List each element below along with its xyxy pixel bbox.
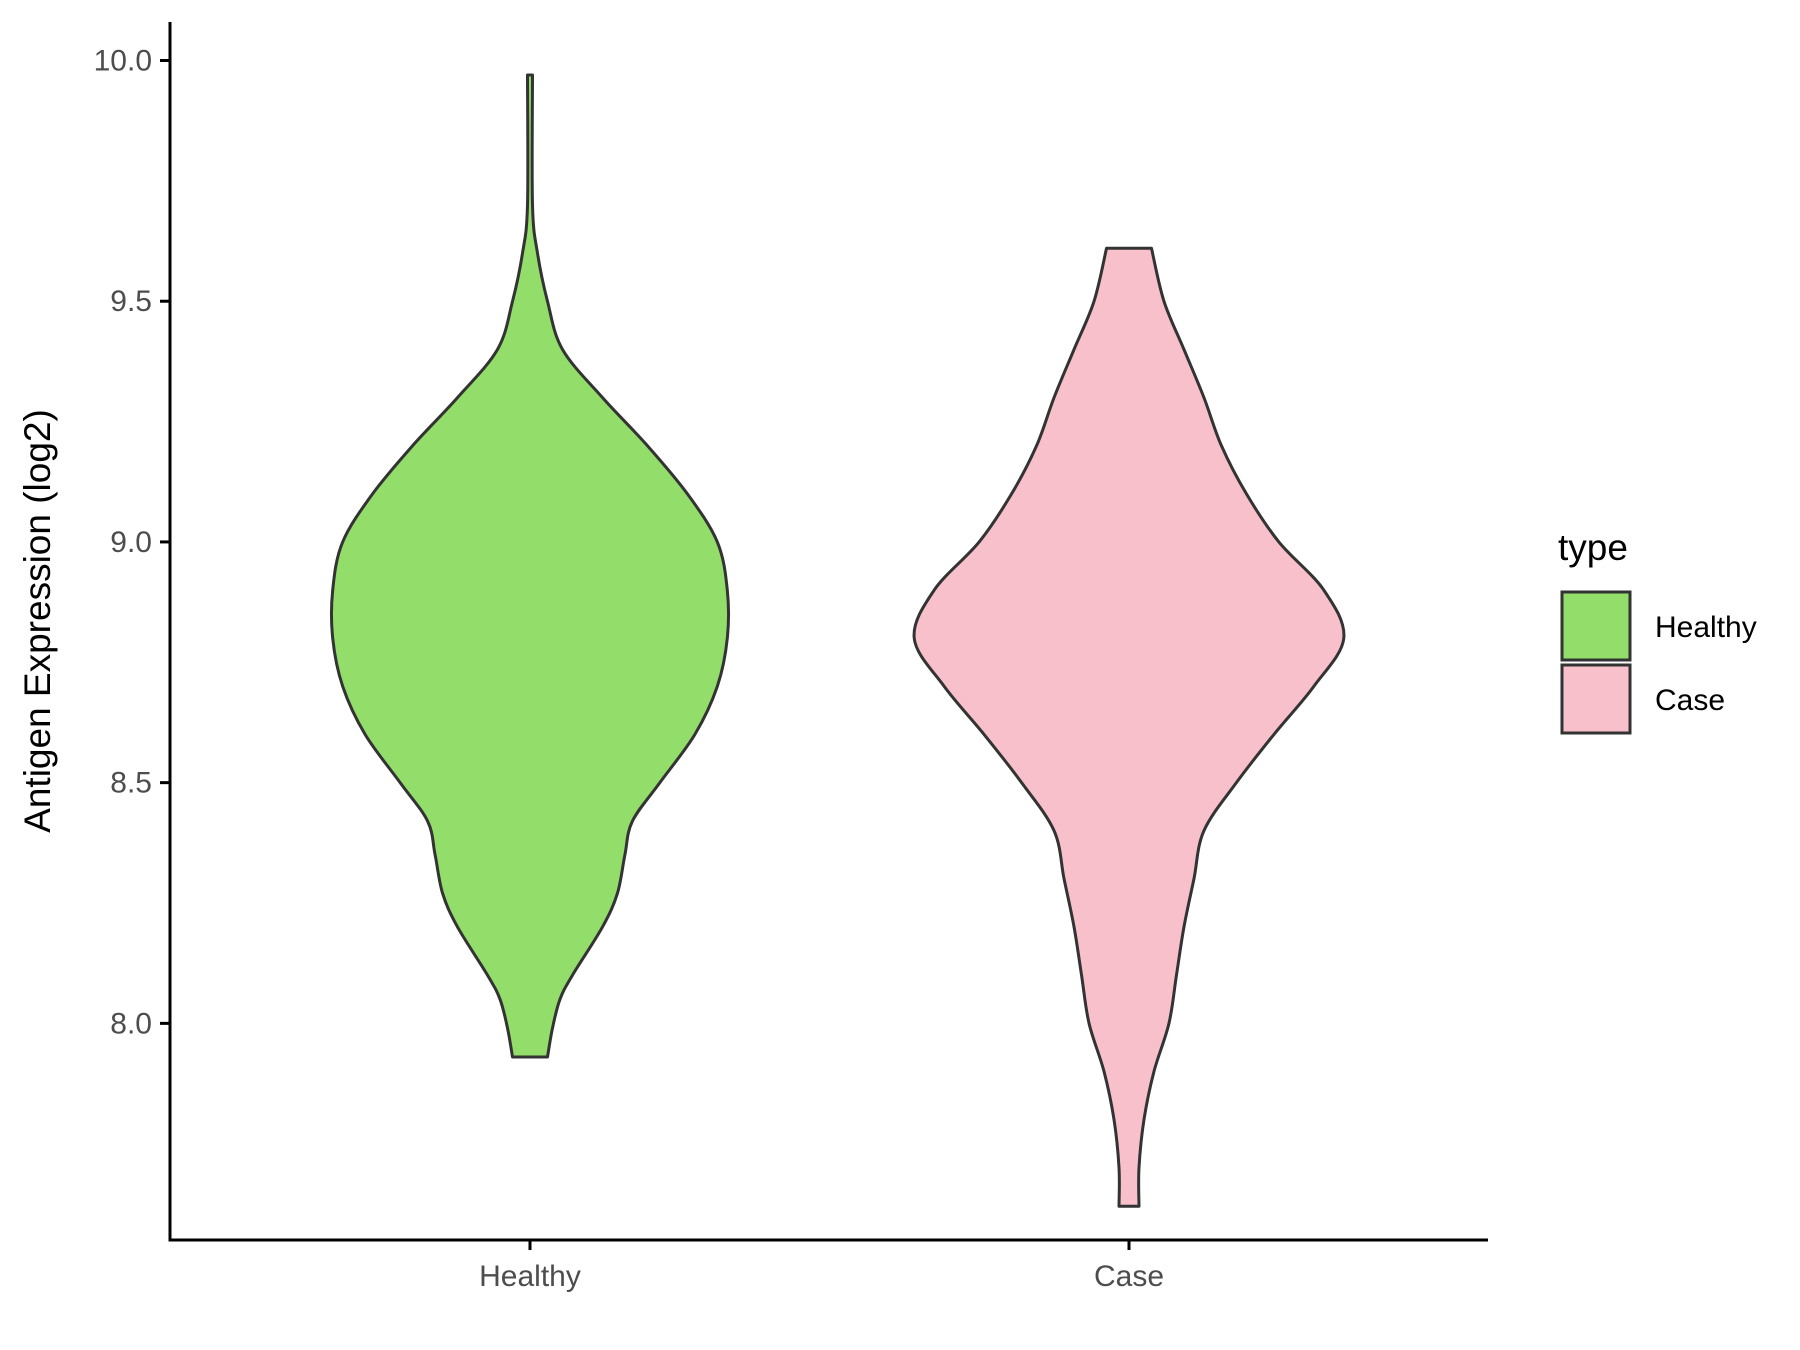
x-tick-label: Healthy [479, 1260, 581, 1293]
y-tick-label: 9.5 [110, 285, 152, 318]
legend-items: Healthy Case [1560, 590, 1757, 735]
violin-layer [329, 73, 1346, 1208]
legend: type Healthy Case [1558, 527, 1757, 735]
axes: 8.0 8.5 9.0 9.5 10.0 Healthy Case [94, 22, 1488, 1293]
y-tick-label: 8.5 [110, 767, 152, 800]
y-axis-title: Antigen Expression (log2) [17, 409, 58, 833]
y-tick-label: 9.0 [110, 526, 152, 559]
y-tick-label: 10.0 [94, 45, 152, 78]
legend-title: type [1558, 527, 1628, 568]
x-tick-label: Case [1094, 1260, 1164, 1293]
legend-swatch-case [1560, 663, 1632, 735]
x-ticks: Healthy Case [479, 1240, 1164, 1293]
violin-healthy [329, 73, 731, 1059]
y-ticks: 8.0 8.5 9.0 9.5 10.0 [94, 45, 170, 1040]
y-tick-label: 8.0 [110, 1007, 152, 1040]
violin-case [912, 246, 1346, 1208]
legend-swatch-healthy [1560, 590, 1632, 662]
legend-label-case: Case [1655, 684, 1725, 717]
legend-label-healthy: Healthy [1655, 611, 1757, 644]
